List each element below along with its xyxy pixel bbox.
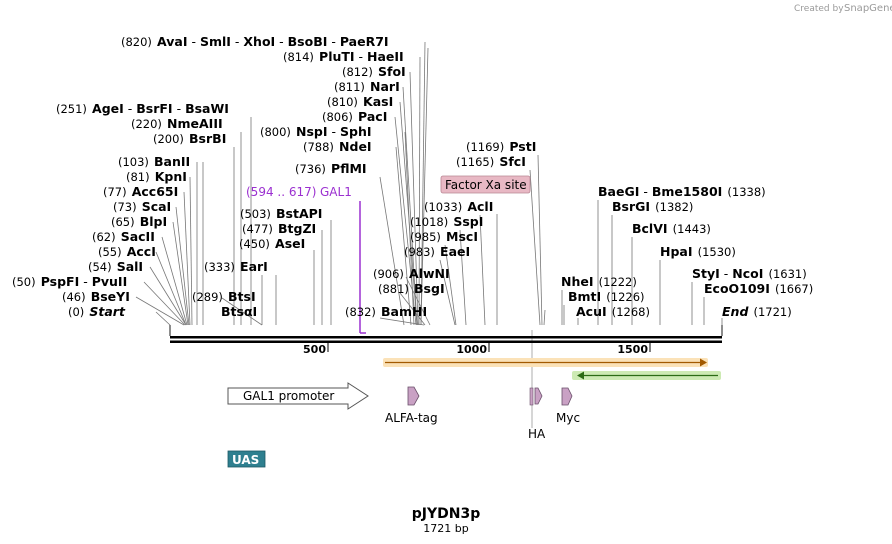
site-btsai[interactable]: BtsαI (221, 304, 257, 319)
site-1222[interactable]: NheI (1222) (561, 271, 637, 290)
site-1033[interactable]: (1033) AclI (424, 196, 493, 215)
site-820[interactable]: (820) AvaI - SmlI - XhoI - BsoBI - PaeR7… (121, 31, 389, 50)
site-46[interactable]: (46) BseYI (62, 286, 130, 305)
factor-xa-label: Factor Xa site (445, 178, 527, 192)
site-881[interactable]: (881) BsgI (378, 278, 445, 297)
site-73[interactable]: (73) ScaI (113, 196, 171, 215)
site-labels-left: (820) AvaI - SmlI - XhoI - BsoBI - PaeR7… (12, 31, 536, 320)
site-251[interactable]: (251) AgeI - BsrFI - BsaWI (56, 98, 229, 117)
site-1226[interactable]: BmtI (1226) (568, 286, 645, 305)
plasmid-length: 1721 bp (423, 522, 468, 535)
site-806[interactable]: (806) PacI (322, 106, 387, 125)
site-start[interactable]: (0) Start (68, 301, 126, 320)
site-1018[interactable]: (1018) SspI (410, 211, 483, 230)
site-220[interactable]: (220) NmeAIII (131, 113, 223, 132)
factor-xa-site[interactable]: Factor Xa site (440, 175, 531, 194)
orf-forward[interactable] (383, 358, 708, 367)
site-1165[interactable]: (1165) SfcI (456, 151, 526, 170)
site-814[interactable]: (814) PluTI - HaeII (283, 46, 404, 65)
site-labels-right: BaeGI - Bme1580I (1338) BsrGI (1382) Bcl… (561, 181, 813, 320)
site-832[interactable]: (832) BamHI (345, 301, 427, 320)
myc-label: Myc (556, 411, 580, 425)
site-81[interactable]: (81) KpnI (126, 166, 187, 185)
site-77[interactable]: (77) Acc65I (103, 181, 178, 200)
ruler-tick-500: 500 (303, 343, 326, 356)
site-503[interactable]: (503) BstAPI (240, 203, 322, 222)
ha-label: HA (528, 427, 546, 441)
myc-tag[interactable]: Myc (556, 387, 580, 425)
site-54[interactable]: (54) SalI (88, 256, 143, 275)
primer-range: (594 .. 617) (246, 185, 316, 199)
alfa-tag-label: ALFA-tag (385, 411, 438, 425)
site-477[interactable]: (477) BtgZI (242, 218, 316, 237)
site-736[interactable]: (736) PflMI (295, 158, 367, 177)
site-800[interactable]: (800) NspI - SphI (260, 121, 372, 140)
gal1-primer[interactable]: (594 .. 617) GAL1 (246, 185, 366, 334)
site-333[interactable]: (333) EarI (204, 256, 268, 275)
site-985[interactable]: (985) MscI (410, 226, 478, 245)
ha-tag[interactable]: HA (528, 387, 546, 441)
site-906[interactable]: (906) AlwNI (373, 263, 450, 282)
site-1169[interactable]: (1169) PstI (466, 136, 536, 155)
uas-label: UAS (232, 453, 259, 467)
site-55[interactable]: (55) AccI (98, 241, 156, 260)
credit-brand: SnapGene (844, 3, 892, 14)
site-788[interactable]: (788) NdeI (303, 136, 372, 155)
site-1530[interactable]: HpaI (1530) (660, 241, 736, 260)
ruler: 500 1000 1500 (303, 343, 651, 356)
site-1631[interactable]: StyI - NcoI (1631) (692, 263, 807, 282)
site-1338[interactable]: BaeGI - Bme1580I (1338) (598, 181, 766, 200)
site-1268[interactable]: AcuI (1268) (576, 301, 650, 320)
site-200[interactable]: (200) BsrBI (153, 128, 226, 147)
site-end[interactable]: End (1721) (722, 301, 792, 320)
site-1382[interactable]: BsrGI (1382) (612, 196, 693, 215)
gal1-promoter[interactable]: GAL1 promoter (227, 382, 369, 410)
gal1-promoter-label: GAL1 promoter (243, 389, 334, 403)
credit-prefix: Created by (794, 4, 844, 14)
site-1443[interactable]: BclVI (1443) (632, 218, 711, 237)
leader-lines (135, 41, 723, 428)
backbone (169, 325, 723, 343)
orf-reverse[interactable] (572, 371, 721, 380)
site-812[interactable]: (812) SfoI (342, 61, 406, 80)
site-810[interactable]: (810) KasI (327, 91, 393, 110)
primer-name: GAL1 (320, 185, 352, 199)
plasmid-name: pJYDN3p (412, 506, 480, 522)
uas-element[interactable]: UAS (227, 450, 266, 468)
site-1667[interactable]: EcoO109I (1667) (704, 278, 813, 297)
site-50[interactable]: (50) PspFI - PvuII (12, 271, 127, 290)
site-450[interactable]: (450) AseI (239, 233, 305, 252)
ruler-tick-1500: 1500 (617, 343, 648, 356)
site-289[interactable]: (289) BtsI (192, 286, 256, 305)
site-103[interactable]: (103) BanII (118, 151, 190, 170)
site-811[interactable]: (811) NarI (334, 76, 400, 95)
alfa-tag[interactable]: ALFA-tag (385, 386, 438, 425)
site-62[interactable]: (62) SacII (92, 226, 155, 245)
ruler-tick-1000: 1000 (456, 343, 487, 356)
site-983[interactable]: (983) EaeI (404, 241, 470, 260)
site-65[interactable]: (65) BlpI (111, 211, 167, 230)
